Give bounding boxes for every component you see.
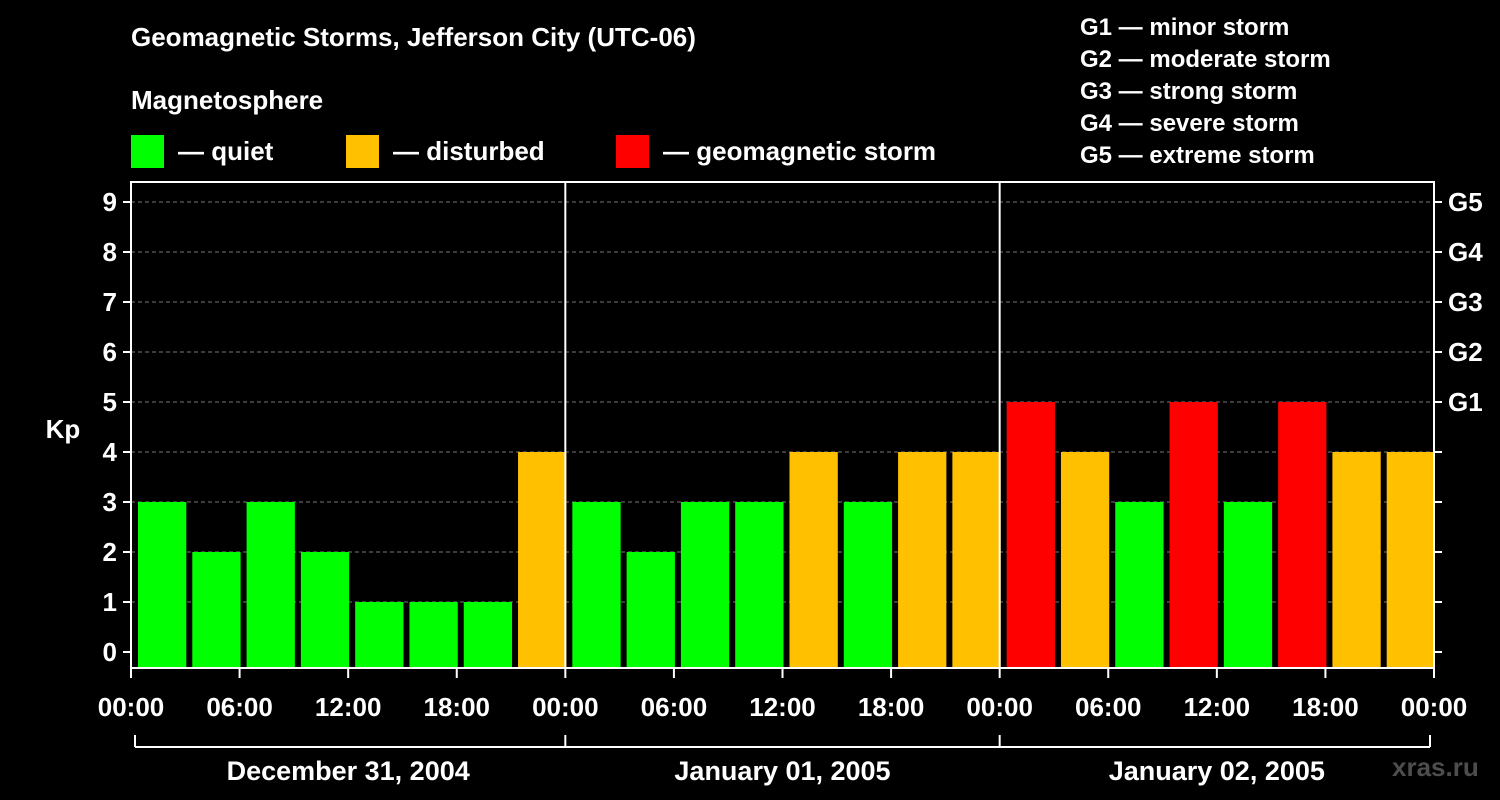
g-level-label: G5 — [1448, 187, 1483, 217]
y-tick-label: 3 — [103, 487, 117, 517]
watermark: xras.ru — [1392, 752, 1479, 782]
legend-disturbed-swatch — [346, 134, 379, 168]
bar — [626, 552, 675, 668]
bar — [680, 502, 730, 668]
y-tick-label: 9 — [103, 187, 117, 217]
bar — [735, 502, 784, 668]
bar — [789, 452, 838, 668]
legend-storm-swatch — [616, 134, 649, 168]
storm-scale-g4: G4 — severe storm — [1080, 110, 1299, 137]
y-tick-label: 5 — [103, 387, 117, 417]
legend-quiet-swatch — [131, 134, 164, 168]
x-tick-label: 00:00 — [98, 692, 165, 722]
g-level-label: G3 — [1448, 287, 1483, 317]
x-tick-label: 18:00 — [424, 692, 491, 722]
legend-disturbed: — disturbed — [346, 134, 545, 168]
bar — [138, 502, 187, 668]
bar — [572, 502, 621, 668]
bar — [1223, 502, 1273, 668]
y-tick-label: 2 — [103, 537, 117, 567]
x-tick-label: 12:00 — [749, 692, 816, 722]
chart-subtitle: Magnetosphere — [131, 85, 324, 115]
day-label: January 02, 2005 — [1109, 756, 1325, 786]
legend-storm-label: — geomagnetic storm — [663, 135, 937, 166]
bar — [1278, 402, 1327, 668]
g-level-label: G2 — [1448, 337, 1483, 367]
bar — [518, 452, 567, 668]
storm-scale-g3: G3 — strong storm — [1080, 78, 1298, 105]
y-tick-label: 7 — [103, 287, 117, 317]
x-tick-label: 00:00 — [532, 692, 599, 722]
bar — [1169, 402, 1218, 668]
x-tick-label: 12:00 — [1184, 692, 1251, 722]
x-tick-label: 18:00 — [858, 692, 925, 722]
bar — [1386, 452, 1435, 668]
y-tick-label: 0 — [103, 637, 117, 667]
bar — [843, 502, 893, 668]
bar — [463, 602, 513, 668]
y-tick-label: 1 — [103, 587, 117, 617]
legend-quiet: — quiet — [131, 134, 273, 168]
y-tick-label: 6 — [103, 337, 117, 367]
g-level-label: G1 — [1448, 387, 1483, 417]
x-tick-label: 06:00 — [641, 692, 708, 722]
x-tick-label: 06:00 — [1075, 692, 1142, 722]
y-axis-label: Kp — [46, 414, 81, 444]
bar — [300, 552, 350, 668]
y-tick-label: 4 — [103, 437, 118, 467]
bar — [409, 602, 458, 668]
bar — [952, 452, 1001, 668]
legend-storm: — geomagnetic storm — [616, 134, 936, 168]
legend-disturbed-label: — disturbed — [393, 135, 545, 166]
chart-title: Geomagnetic Storms, Jefferson City (UTC-… — [131, 22, 696, 52]
storm-scale-g1: G1 — minor storm — [1080, 14, 1290, 41]
bar — [898, 452, 947, 668]
day-label: January 01, 2005 — [674, 756, 890, 786]
g-level-label: G4 — [1448, 237, 1483, 267]
bar — [1060, 452, 1110, 668]
x-tick-label: 06:00 — [206, 692, 273, 722]
day-label: December 31, 2004 — [227, 756, 470, 786]
x-tick-label: 12:00 — [315, 692, 382, 722]
y-tick-label: 8 — [103, 237, 117, 267]
bar — [192, 552, 241, 668]
bar — [1115, 502, 1164, 668]
bar — [355, 602, 404, 668]
bar — [1332, 452, 1381, 668]
bar — [1006, 402, 1055, 668]
x-tick-label: 00:00 — [1401, 692, 1468, 722]
bar — [246, 502, 295, 668]
x-tick-label: 18:00 — [1292, 692, 1359, 722]
x-tick-label: 00:00 — [966, 692, 1033, 722]
storm-scale-g2: G2 — moderate storm — [1080, 46, 1331, 73]
storm-scale-g5: G5 — extreme storm — [1080, 142, 1315, 169]
legend-quiet-label: — quiet — [178, 135, 274, 166]
